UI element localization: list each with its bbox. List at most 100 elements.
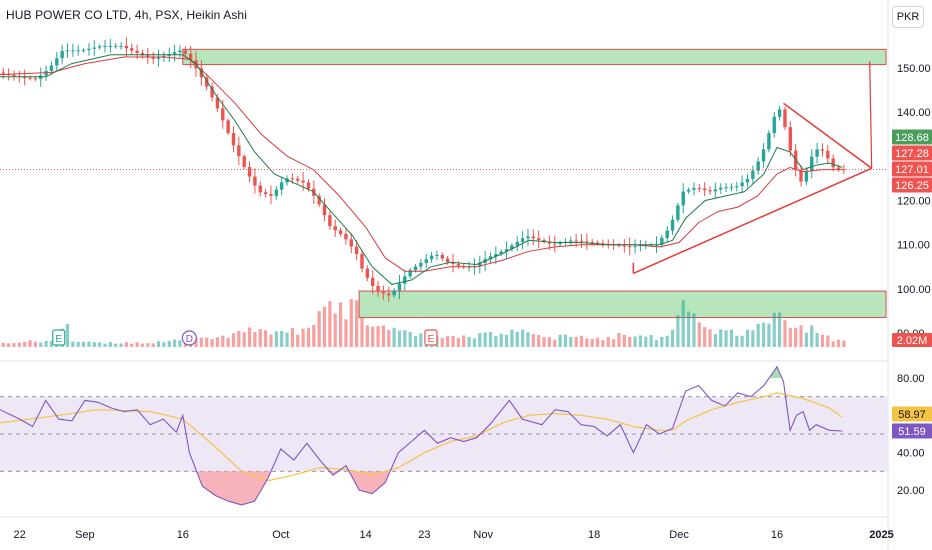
volume-bar bbox=[713, 334, 717, 347]
candle-body bbox=[172, 52, 177, 55]
volume-bar bbox=[65, 323, 70, 347]
volume-bar bbox=[729, 329, 734, 347]
volume-bar bbox=[210, 338, 214, 347]
earnings-marker bbox=[52, 329, 66, 346]
candle-body bbox=[65, 50, 70, 52]
currency-button[interactable]: PKR bbox=[892, 6, 924, 28]
volume-bar bbox=[392, 327, 396, 347]
price-tick-label: 110.00 bbox=[897, 240, 930, 252]
volume-bar bbox=[478, 333, 482, 347]
candle-body bbox=[269, 194, 273, 196]
volume-bar bbox=[638, 335, 643, 347]
volume-bar bbox=[595, 337, 600, 347]
candle-body bbox=[108, 45, 113, 47]
candle-body bbox=[60, 50, 64, 59]
volume-bar bbox=[569, 336, 573, 347]
volume-bar bbox=[387, 330, 391, 347]
x-tick-label: Oct bbox=[272, 529, 289, 541]
candle-body bbox=[788, 127, 793, 151]
candle-body bbox=[451, 262, 455, 265]
candle-body bbox=[328, 215, 332, 227]
candle-body bbox=[76, 50, 80, 52]
candle-body bbox=[761, 149, 766, 162]
candle-body bbox=[531, 236, 536, 239]
volume-bar bbox=[558, 334, 562, 347]
candle-body bbox=[713, 189, 718, 192]
volume-bar bbox=[622, 334, 626, 347]
candle-body bbox=[231, 133, 236, 146]
price-label: 126.25 bbox=[895, 180, 929, 192]
price-label: 127.01 bbox=[895, 164, 929, 176]
candle-body bbox=[831, 158, 835, 168]
price-tick-label: 120.00 bbox=[897, 196, 931, 208]
volume-bar bbox=[761, 322, 766, 347]
volume-bar bbox=[172, 339, 177, 347]
candle-body bbox=[719, 187, 723, 190]
candles bbox=[1, 37, 846, 303]
candle-body bbox=[49, 65, 54, 71]
volume-bar bbox=[601, 340, 605, 347]
volume-bar bbox=[253, 332, 257, 347]
volume-bar bbox=[264, 330, 268, 347]
volume-bar bbox=[344, 319, 348, 347]
candle-body bbox=[745, 178, 750, 183]
candle-body bbox=[429, 255, 434, 260]
rsi-value-label: 58.97 bbox=[898, 409, 926, 421]
rsi-tick-label: 80.00 bbox=[897, 373, 925, 385]
volume-bar bbox=[413, 335, 418, 347]
volume-bar bbox=[333, 313, 337, 347]
price-label-box bbox=[892, 129, 932, 145]
candle-body bbox=[71, 50, 75, 52]
volume-bar bbox=[274, 331, 278, 347]
candle-body bbox=[360, 254, 364, 269]
supply-zone bbox=[182, 48, 887, 66]
candle-body bbox=[783, 109, 787, 128]
volume-bar bbox=[140, 343, 145, 347]
candle-body bbox=[387, 293, 391, 296]
candle-body bbox=[826, 150, 830, 159]
candle-body bbox=[135, 50, 139, 54]
volume-bar bbox=[178, 340, 182, 347]
candle-body bbox=[215, 97, 220, 109]
candle-body bbox=[87, 48, 91, 51]
candle-body bbox=[499, 251, 503, 254]
candle-body bbox=[569, 240, 573, 242]
candle-body bbox=[124, 45, 129, 49]
x-tick-label: 2025 bbox=[869, 529, 893, 541]
volume-bar bbox=[237, 330, 241, 347]
volume-bar bbox=[328, 301, 332, 347]
volume-bar bbox=[542, 337, 546, 347]
volume-bar bbox=[451, 335, 455, 347]
volume-bar bbox=[226, 337, 230, 347]
volume-bar bbox=[269, 334, 273, 347]
volume-bar bbox=[33, 341, 37, 347]
candle-body bbox=[435, 254, 439, 256]
volume-bar bbox=[724, 330, 728, 347]
rsi-value-box bbox=[892, 423, 932, 439]
candle-body bbox=[617, 244, 621, 246]
candle-body bbox=[697, 187, 701, 189]
candle-body bbox=[344, 233, 348, 240]
volume-bar bbox=[467, 336, 471, 347]
volume-bar bbox=[617, 333, 621, 347]
volume-bar bbox=[397, 330, 402, 347]
candle-body bbox=[810, 156, 814, 171]
candle-body bbox=[156, 57, 161, 59]
candle-body bbox=[494, 253, 498, 257]
event-marker-label: E bbox=[428, 334, 435, 345]
volume-bar bbox=[579, 335, 584, 347]
candle-body bbox=[263, 192, 268, 195]
volume-bar bbox=[526, 332, 530, 347]
volume-bar bbox=[87, 341, 91, 347]
rsi-ma-line bbox=[0, 392, 843, 482]
volume-bar bbox=[660, 336, 664, 347]
candle-body bbox=[183, 50, 188, 54]
price-label: 128.68 bbox=[895, 132, 929, 144]
volume-bar bbox=[644, 336, 648, 347]
candle-body bbox=[97, 46, 102, 48]
rsi-oversold-fill bbox=[176, 471, 399, 505]
volume-bar bbox=[531, 334, 535, 347]
volume-bar bbox=[499, 333, 503, 347]
demand-zone bbox=[358, 290, 887, 319]
